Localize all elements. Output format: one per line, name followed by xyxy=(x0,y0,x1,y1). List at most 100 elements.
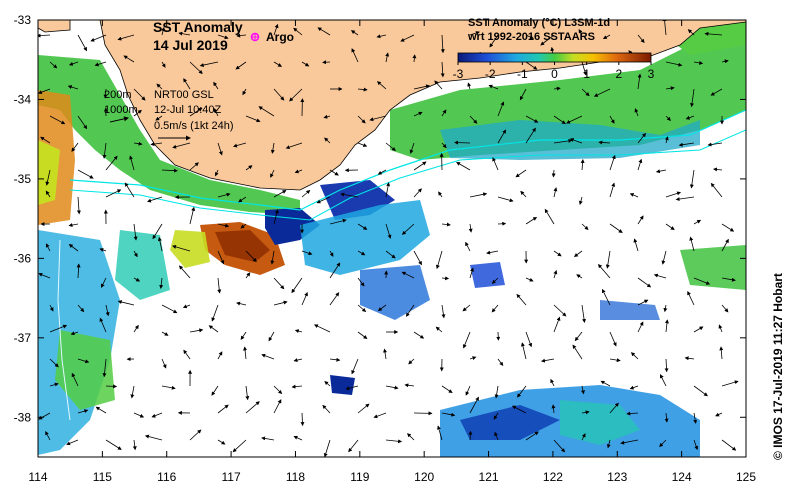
current-vector xyxy=(637,277,652,288)
current-vector xyxy=(693,219,702,225)
current-vector xyxy=(301,291,308,306)
current-vector xyxy=(373,412,387,419)
current-vector xyxy=(704,31,723,36)
current-vector xyxy=(385,52,390,63)
current-vector xyxy=(440,34,445,54)
x-tick-label: 123 xyxy=(607,470,627,484)
current-vector xyxy=(401,223,415,235)
current-vector xyxy=(103,88,108,99)
current-vector xyxy=(609,154,616,171)
current-vector xyxy=(540,34,555,46)
current-vector xyxy=(147,196,163,203)
current-vector xyxy=(117,34,135,41)
current-vector xyxy=(494,431,499,441)
current-vector xyxy=(217,142,223,156)
current-vector xyxy=(130,385,135,399)
current-vector xyxy=(497,358,504,367)
current-vector xyxy=(438,191,443,198)
current-vector xyxy=(687,290,695,306)
current-vector xyxy=(49,61,58,69)
current-vector xyxy=(217,351,223,360)
current-vector xyxy=(105,155,118,171)
x-tick-label: 124 xyxy=(672,470,692,484)
current-vector xyxy=(468,223,473,233)
current-vector xyxy=(357,115,366,124)
current-vector xyxy=(235,61,247,70)
current-vector xyxy=(609,331,617,347)
current-vector xyxy=(270,142,275,154)
colorbar-tick-label: 2 xyxy=(615,67,622,81)
current-vector xyxy=(357,87,368,92)
colorbar-tick-label: -3 xyxy=(453,67,464,81)
current-vector xyxy=(634,108,639,117)
current-vector xyxy=(713,167,723,172)
current-vector xyxy=(189,206,196,225)
current-vector xyxy=(67,85,79,90)
current-vector xyxy=(469,115,478,124)
current-vector xyxy=(133,324,139,333)
current-vector xyxy=(661,250,667,265)
current-vector xyxy=(520,342,527,360)
argo-label: Argo xyxy=(266,30,294,44)
current-vector xyxy=(357,304,367,313)
colorbar-tick-label: 1 xyxy=(583,67,590,81)
current-vector xyxy=(245,401,260,414)
colorbar-tick-label: -1 xyxy=(517,67,528,81)
map-date: 14 Jul 2019 xyxy=(153,37,228,53)
current-vector xyxy=(240,223,247,229)
current-vector xyxy=(105,384,118,389)
current-vector xyxy=(469,396,479,414)
current-vector xyxy=(322,404,331,414)
current-vector xyxy=(294,169,303,174)
current-vector xyxy=(236,301,247,306)
legend-vector-scale: 0.5m/s (1kt 24h) xyxy=(154,120,233,132)
current-vector xyxy=(245,165,253,171)
current-vector xyxy=(721,439,737,451)
current-vector xyxy=(511,405,527,414)
current-vector xyxy=(693,385,708,397)
current-vector xyxy=(68,244,79,252)
current-vector xyxy=(132,439,137,451)
x-tick-label: 121 xyxy=(479,470,499,484)
current-vector xyxy=(435,326,443,333)
current-vector xyxy=(413,331,425,339)
current-vector xyxy=(291,384,303,389)
current-vector xyxy=(578,196,583,205)
x-tick-label: 120 xyxy=(414,470,434,484)
credit-text: © IMOS 17-Jul-2019 11:27 Hobart xyxy=(771,273,785,460)
current-vector xyxy=(329,357,341,362)
current-vector xyxy=(404,383,415,388)
current-vector xyxy=(580,159,585,171)
current-vector xyxy=(655,169,667,174)
current-vector xyxy=(357,142,368,147)
current-vector xyxy=(609,402,619,414)
current-vector xyxy=(665,115,671,121)
current-vector xyxy=(102,358,107,378)
current-vector xyxy=(721,59,729,64)
current-vector xyxy=(715,412,723,417)
current-vector xyxy=(581,304,587,323)
current-vector xyxy=(214,169,219,177)
x-tick-label: 114 xyxy=(28,470,47,484)
current-vector xyxy=(710,182,723,198)
current-vector xyxy=(606,439,611,449)
current-vector xyxy=(117,300,135,306)
y-tick-label: -36 xyxy=(14,251,32,265)
current-vector xyxy=(324,137,331,144)
current-vector xyxy=(150,142,163,147)
current-vector xyxy=(273,88,285,101)
current-vector xyxy=(609,223,623,233)
current-vector xyxy=(519,88,527,101)
current-vector xyxy=(351,358,359,375)
current-vector xyxy=(211,385,219,396)
current-vector xyxy=(602,288,611,306)
current-vector xyxy=(486,250,499,255)
current-vector xyxy=(684,356,695,361)
current-vector xyxy=(77,115,88,130)
current-vector xyxy=(413,250,422,266)
current-vector xyxy=(178,265,191,279)
current-vector xyxy=(385,223,392,239)
current-vector xyxy=(40,136,51,144)
current-vector xyxy=(710,88,723,96)
current-vector xyxy=(348,439,359,453)
